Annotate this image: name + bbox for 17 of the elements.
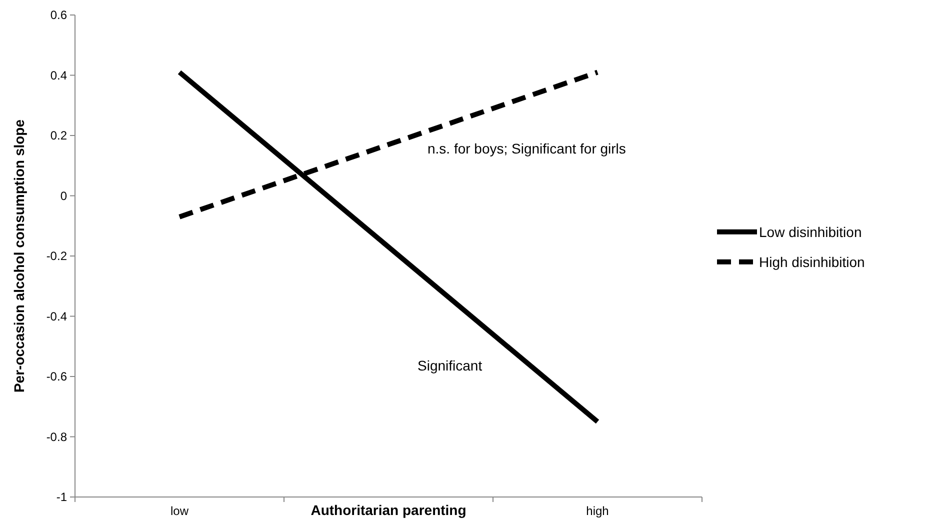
y-tick-label: -0.8: [46, 430, 68, 444]
legend-label: High disinhibition: [759, 254, 865, 270]
y-axis-title: Per-occasion alcohol consumption slope: [11, 119, 27, 393]
y-tick-label: 0.2: [50, 128, 68, 143]
y-tick-label: -0.2: [46, 249, 68, 264]
x-tick-label: low: [170, 504, 189, 518]
annotation: n.s. for boys; Significant for girls: [428, 140, 626, 157]
legend-label: Low disinhibition: [759, 224, 862, 240]
x-tick-label: high: [586, 504, 609, 518]
y-tick-label: -1: [56, 490, 68, 504]
y-tick-label: 0: [60, 188, 68, 203]
y-tick-label: 0.4: [50, 68, 68, 82]
y-tick-label: -0.6: [46, 370, 68, 384]
y-tick-label: 0.6: [50, 8, 68, 22]
y-tick-label: -0.4: [46, 309, 68, 324]
annotation: Significant: [418, 357, 482, 374]
x-axis-title: Authoritarian parenting: [310, 502, 466, 518]
